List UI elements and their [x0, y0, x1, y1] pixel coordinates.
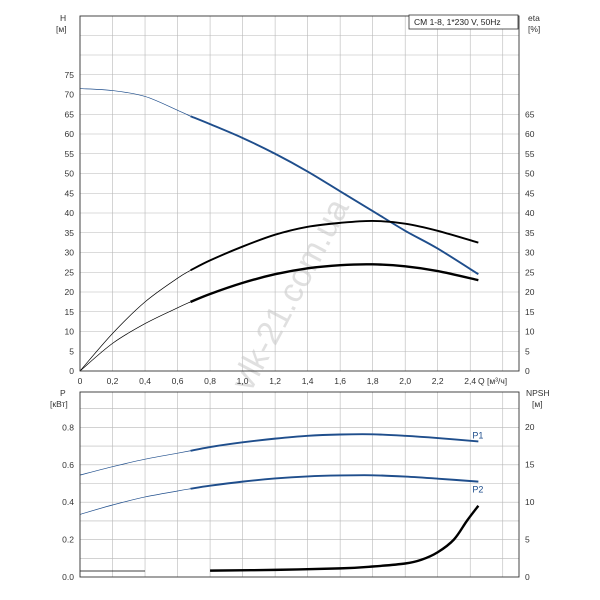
top-series-1-bold-line: [190, 219, 479, 272]
series-label-p2: P2: [472, 485, 483, 495]
x-tick-label: 0,4: [139, 376, 151, 386]
top-left-tick-label: 20: [65, 287, 75, 297]
bottom-left-axis-unit-bracket: [кВт]: [50, 399, 68, 409]
bottom-left-tick-label: 0.0: [62, 572, 74, 582]
bottom-left-tick-label: 0.8: [62, 422, 74, 432]
top-right-axis-unit: eta: [528, 13, 540, 23]
x-tick-label: 2,4: [464, 376, 476, 386]
top-left-tick-label: 60: [65, 129, 75, 139]
x-tick-label: 1,8: [367, 376, 379, 386]
top-right-tick-label: 0: [525, 366, 530, 376]
top-right-tick-label: 5: [525, 346, 530, 356]
bottom-right-tick-label: 20: [525, 422, 535, 432]
bottom-right-axis-unit-bracket: [м]: [532, 399, 543, 409]
top-right-tick-label: 30: [525, 248, 535, 258]
top-left-axis-unit: H: [60, 13, 66, 23]
top-right-axis-unit-bracket: [%]: [528, 24, 540, 34]
top-right-tick-label: 65: [525, 109, 535, 119]
bottom-right-tick-label: 0: [525, 572, 530, 582]
top-left-tick-label: 55: [65, 149, 75, 159]
legend-box: [408, 14, 519, 30]
top-left-tick-label: 0: [69, 366, 74, 376]
top-right-tick-label: 55: [525, 149, 535, 159]
bottom-left-tick-label: 0.2: [62, 535, 74, 545]
top-left-tick-label: 25: [65, 267, 75, 277]
top-series-0-thin-line: [79, 88, 191, 117]
top-left-tick-label: 45: [65, 188, 75, 198]
bottom-series-1-bold-line: [190, 474, 479, 490]
bottom-right-axis-unit: NPSH: [526, 388, 550, 398]
x-tick-label: 0: [78, 376, 83, 386]
bottom-series-1-thin-line: [79, 488, 191, 515]
top-plot-frame: [79, 15, 520, 372]
top-right-tick-label: 20: [525, 287, 535, 297]
bottom-left-tick-label: 0.4: [62, 497, 74, 507]
top-right-tick-label: 60: [525, 129, 535, 139]
top-left-axis-unit-bracket: [м]: [56, 24, 67, 34]
text-layer: CM 1-8, 1*230 V, 50Hz 0 0,2 0,4 0,6 0,8 1,0 1,…: [50, 13, 550, 582]
x-tick-label: 2,2: [432, 376, 444, 386]
bottom-series-2-bold-line: [210, 505, 480, 572]
bottom-right-tick-label: 15: [525, 460, 535, 470]
x-tick-label: 1,6: [334, 376, 346, 386]
x-tick-label: 1,0: [237, 376, 249, 386]
bottom-plot-frame: [79, 391, 520, 578]
x-tick-label: 0,8: [204, 376, 216, 386]
top-series-2-bold-line: [190, 263, 479, 303]
top-left-tick-label: 15: [65, 307, 75, 317]
top-left-tick-label: 30: [65, 248, 75, 258]
top-left-tick-label: 75: [65, 70, 75, 80]
bottom-right-tick-label: 5: [525, 535, 530, 545]
bottom-left-axis-unit: P: [60, 388, 66, 398]
series-label-p1: P1: [472, 430, 483, 440]
top-right-tick-label: 15: [525, 307, 535, 317]
x-tick-label: 0,6: [172, 376, 184, 386]
top-series-1-thin-line: [79, 269, 191, 372]
top-right-tick-label: 40: [525, 208, 535, 218]
top-left-tick-label: 5: [69, 346, 74, 356]
bottom-series-0-bold-line: [190, 433, 479, 452]
top-left-tick-label: 10: [65, 327, 75, 337]
top-left-tick-label: 50: [65, 169, 75, 179]
x-tick-label: 1,2: [269, 376, 281, 386]
bottom-series-0-thin-line: [79, 450, 191, 476]
bottom-right-tick-label: 10: [525, 497, 535, 507]
grid-layer: [79, 16, 519, 577]
top-left-tick-label: 65: [65, 109, 75, 119]
top-series-0-bold-line: [190, 115, 479, 276]
top-left-tick-label: 70: [65, 90, 75, 100]
top-right-tick-label: 25: [525, 267, 535, 277]
bottom-left-tick-label: 0.6: [62, 460, 74, 470]
x-tick-label: 0,2: [107, 376, 119, 386]
top-left-tick-label: 35: [65, 228, 75, 238]
x-tick-label: 1,4: [302, 376, 314, 386]
x-tick-label: 2,0: [399, 376, 411, 386]
top-right-tick-label: 45: [525, 188, 535, 198]
top-left-tick-label: 40: [65, 208, 75, 218]
top-right-tick-label: 35: [525, 228, 535, 238]
top-right-tick-label: 50: [525, 169, 535, 179]
top-right-tick-label: 10: [525, 327, 535, 337]
series-layer: [79, 88, 480, 572]
top-series-2-thin-line: [79, 301, 191, 372]
x-axis-label: Q [м³/ч]: [478, 376, 507, 386]
legend-text: CM 1-8, 1*230 V, 50Hz: [414, 17, 501, 27]
frame-layer: [79, 15, 520, 578]
